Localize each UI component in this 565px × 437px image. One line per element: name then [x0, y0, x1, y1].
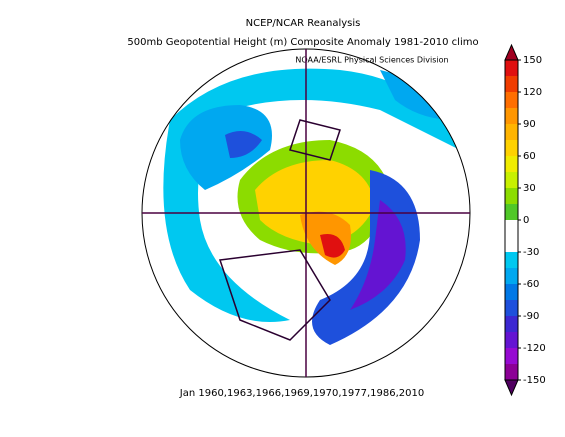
color-bin — [505, 300, 518, 317]
colorbar-tick-label: -60 — [523, 279, 539, 290]
colorbar-tick-label: 150 — [523, 55, 542, 66]
color-bin — [505, 236, 518, 253]
color-bin — [505, 140, 518, 157]
title: NCEP/NCAR Reanalysis — [246, 18, 361, 29]
color-bin — [505, 204, 518, 221]
colorbar-tick-label: -90 — [523, 311, 539, 322]
color-bin — [505, 124, 518, 141]
colorbar-top — [504, 43, 519, 61]
colorbar-tick-label: 60 — [523, 151, 536, 162]
color-bin — [505, 220, 518, 237]
subtitle: 500mb Geopotential Height (m) Composite … — [127, 37, 478, 48]
color-bin — [505, 108, 518, 125]
credit: NOAA/ESRL Physical Sciences Division — [295, 56, 448, 65]
color-bin — [505, 188, 518, 205]
color-bin — [505, 252, 518, 269]
colorbar: 150 120 90 60 30 0 -30 -60 -90 -120 -150 — [504, 43, 546, 397]
colorbar-tick-label: -30 — [523, 247, 539, 258]
color-bin — [505, 316, 518, 333]
colorbar-tick-label: -120 — [523, 343, 546, 354]
color-bin — [505, 348, 518, 365]
colorbar-tick-label: 30 — [523, 183, 536, 194]
color-bin — [505, 60, 518, 77]
color-bin — [505, 92, 518, 109]
colorbar-tick-label: 0 — [523, 215, 529, 226]
colorbar-tick-label: 90 — [523, 119, 536, 130]
color-bin — [505, 364, 518, 381]
footer: Jan 1960,1963,1966,1969,1970,1977,1986,2… — [179, 388, 424, 399]
color-bin — [505, 284, 518, 301]
coastlines — [218, 119, 341, 341]
colorbar-tick-label: 120 — [523, 87, 542, 98]
color-bin — [505, 76, 518, 93]
color-bin — [505, 156, 518, 173]
color-bin — [505, 332, 518, 349]
color-bin — [505, 172, 518, 189]
anomaly-field — [163, 68, 461, 345]
colorbar-tick-label: -150 — [523, 375, 546, 386]
colorbar-bottom — [504, 379, 519, 397]
color-bin — [505, 268, 518, 285]
